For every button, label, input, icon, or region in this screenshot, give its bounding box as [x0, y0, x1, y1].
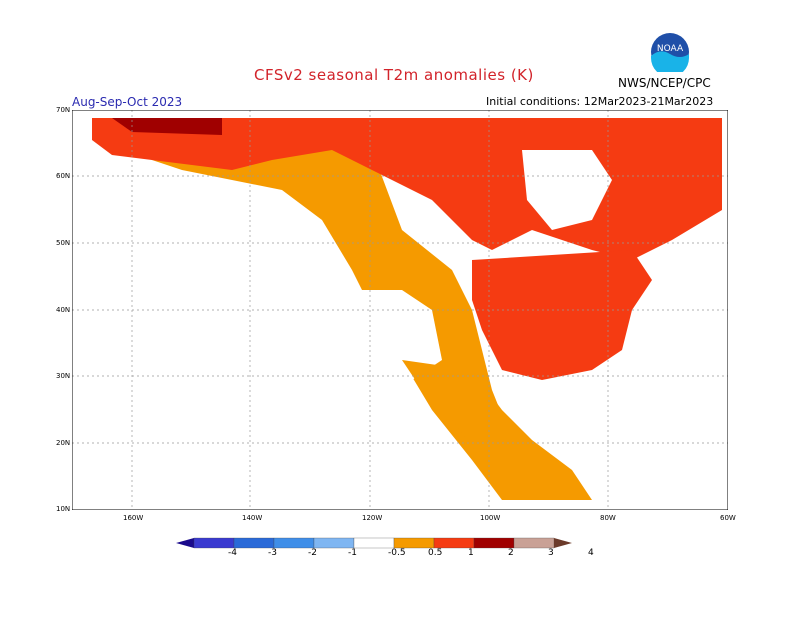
season-label: Aug-Sep-Oct 2023 [72, 95, 183, 109]
colorbar-label: 4 [588, 548, 594, 558]
noaa-logo: NOAA [650, 32, 690, 77]
region-mexico [402, 360, 592, 500]
colorbar-label: 1 [468, 548, 474, 558]
colorbar [176, 535, 626, 554]
region-hudson-bay [522, 150, 612, 230]
chart-title: CFSv2 seasonal T2m anomalies (K) [254, 66, 534, 84]
logo-text: NOAA [657, 44, 684, 54]
graticule [72, 110, 728, 510]
initial-conditions-label: Initial conditions: 12Mar2023-21Mar2023 [486, 95, 714, 108]
lat-label: 40N [56, 306, 71, 314]
lat-label: 10N [56, 505, 71, 513]
colorbar-label: 2 [508, 548, 514, 558]
colorbar-swatch [393, 537, 435, 549]
colorbar-swatch [433, 537, 475, 549]
colorbar-label: -2 [308, 548, 317, 558]
colorbar-swatch [513, 537, 555, 549]
lon-label: 120W [362, 514, 383, 522]
colorbar-swatch [473, 537, 515, 549]
region-eastern-us [472, 250, 652, 380]
lat-label: 60N [56, 172, 71, 180]
agency-label: NWS/NCEP/CPC [618, 76, 711, 90]
colorbar-label: 3 [548, 548, 554, 558]
lon-label: 80W [600, 514, 616, 522]
colorbar-swatch [193, 537, 235, 549]
colorbar-label: -4 [228, 548, 237, 558]
colorbar-arrow-right [554, 538, 572, 548]
colorbar-label: -1 [348, 548, 357, 558]
lon-label: 100W [480, 514, 501, 522]
colorbar-label: -3 [268, 548, 277, 558]
lat-label: 50N [56, 239, 71, 247]
lon-label: 60W [720, 514, 736, 522]
colorbar-label: -0.5 [388, 548, 406, 558]
colorbar-swatch [353, 537, 395, 549]
lon-label: 140W [242, 514, 263, 522]
region-southwest-neutral [352, 290, 442, 380]
colorbar-swatch [233, 537, 275, 549]
anomaly-map [71, 109, 729, 514]
lat-label: 30N [56, 372, 71, 380]
region-arctic-strip [112, 118, 222, 135]
lat-label: 20N [56, 439, 71, 447]
colorbar-label: 0.5 [428, 548, 443, 558]
colorbar-arrow-left [176, 538, 194, 548]
lat-label: 70N [56, 106, 71, 114]
colorbar-swatch [273, 537, 315, 549]
lon-label: 160W [123, 514, 144, 522]
colorbar-swatch [313, 537, 355, 549]
